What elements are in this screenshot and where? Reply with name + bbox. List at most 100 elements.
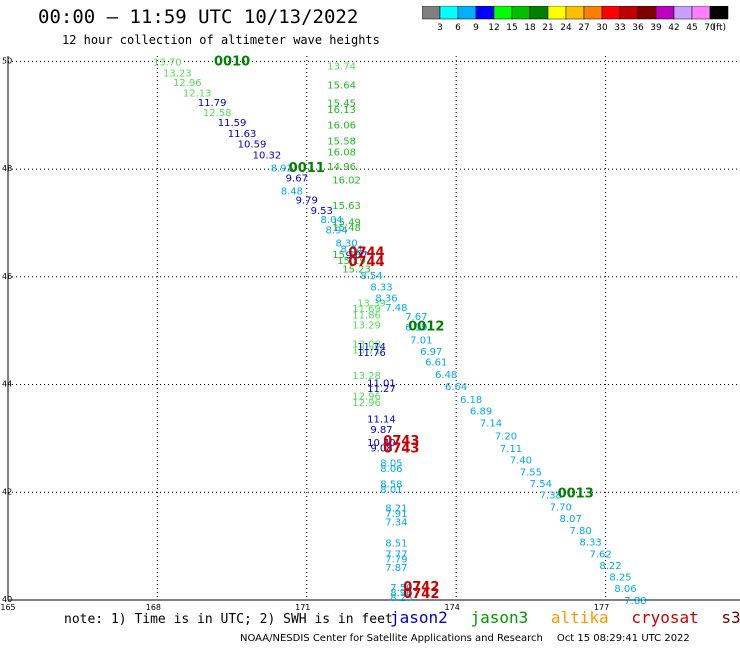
wave-height-label-jason3: 12.58 xyxy=(203,108,232,119)
wave-height-label-altika: 7.11 xyxy=(500,444,522,455)
wave-height-label-jason2: 11.01 xyxy=(367,379,396,390)
wave-height-label-altika: 8.58 xyxy=(380,479,402,490)
wave-height-label-altika: 8.01 xyxy=(380,485,402,496)
x-tick-label: 177 xyxy=(594,603,609,612)
colorbar-swatch xyxy=(709,6,729,20)
wave-height-label-altika: 7.67 xyxy=(405,312,427,323)
wave-height-label-jason2: 9.53 xyxy=(311,206,333,217)
wave-height-label-jason2: 11.27 xyxy=(367,384,396,395)
page-title: 00:00 – 11:59 UTC 10/13/2022 xyxy=(38,6,359,28)
colorbar-tick: 42 xyxy=(668,23,679,32)
wave-height-label-jason3: 16.06 xyxy=(327,121,356,132)
colorbar-tick: 30 xyxy=(596,23,608,32)
wave-height-label-jason3: 13.70 xyxy=(153,58,182,69)
legend-jason3: jason3 xyxy=(470,608,529,627)
y-tick-label: 40 xyxy=(2,595,12,604)
wave-height-label-jason3: 12.96 xyxy=(352,392,381,403)
wave-height-label-jason2: 11.79 xyxy=(198,98,227,109)
wave-height-label-altika: 7.54 xyxy=(530,479,552,490)
wave-height-label-jason3: 11.86 xyxy=(352,310,381,321)
wave-height-label-altika: 7.79 xyxy=(385,554,407,565)
wave-height-label-altika: 7.40 xyxy=(510,456,532,467)
wave-height-label-jason3: 15.23 xyxy=(342,265,371,276)
wave-height-label-altika: 8.05 xyxy=(380,458,402,469)
pass-time-label: 0742 xyxy=(403,587,439,602)
legend-s3a: s3a xyxy=(721,608,740,627)
wave-height-label-jason3: 13.08 xyxy=(352,339,381,350)
wave-height-label-jason2: 9.79 xyxy=(296,196,318,207)
wave-height-label-jason3: 16.08 xyxy=(327,148,356,159)
colorbar-tick: 6 xyxy=(455,23,461,32)
colorbar: 3 6 9 12 15 18 21 24 27 30 33 36 39 42 45 70(ft) xyxy=(422,6,729,32)
wave-height-label-altika: 6.97 xyxy=(420,347,442,358)
colorbar-tick: 9 xyxy=(473,23,479,32)
wave-height-label-altika: 7.87 xyxy=(385,563,407,574)
wave-height-label-altika: 6.89 xyxy=(470,407,492,418)
wave-height-label-altika: 7.34 xyxy=(385,518,407,529)
y-tick-label: 42 xyxy=(2,487,12,496)
wave-height-label-jason3: 13.28 xyxy=(352,371,381,382)
wave-height-label-altika: 8.34 xyxy=(340,245,362,256)
colorbar-tick: 36 xyxy=(632,23,644,32)
wave-height-label-jason2: 9.07 xyxy=(345,251,367,262)
colorbar-tick: 24 xyxy=(560,23,572,32)
pass-time-label: 0742 xyxy=(403,580,439,595)
wave-height-label-jason3: 15.49 xyxy=(332,218,361,229)
wave-height-label-jason3: 13.39 xyxy=(357,298,386,309)
y-tick-label: 46 xyxy=(2,272,12,281)
pass-time-label: 0743 xyxy=(383,434,419,449)
pass-time-label: 0011 xyxy=(289,161,325,176)
wave-height-label-altika: 8.92 xyxy=(271,163,293,174)
legend-cryosat: cryosat xyxy=(631,608,699,627)
wave-height-label-altika: 6.61 xyxy=(425,358,447,369)
legend-altika: altika xyxy=(550,608,609,627)
wave-height-label-jason3: 12.13 xyxy=(183,88,212,99)
x-tick-label: 174 xyxy=(445,603,460,612)
pass-time-label: 0744 xyxy=(348,255,384,270)
wave-height-label-altika: 8.51 xyxy=(385,539,407,550)
wave-height-label-jason2: 9.87 xyxy=(370,425,392,436)
wave-height-label-altika: 8.22 xyxy=(599,561,621,572)
colorbar-unit: (ft) xyxy=(712,23,726,32)
wave-height-label-jason3: 12.96 xyxy=(173,78,202,89)
wave-height-label-jason2: 10.32 xyxy=(253,150,282,161)
colorbar-tick: 33 xyxy=(614,23,625,32)
colorbar-tick: 45 xyxy=(686,23,697,32)
wave-height-label-altika: 8.07 xyxy=(560,514,582,525)
wave-height-label-jason3: 15.48 xyxy=(332,223,361,234)
y-tick-label: 44 xyxy=(2,380,12,389)
footer-note: note: 1) Time is in UTC; 2) SWH is in fe… xyxy=(64,612,393,627)
pass-time-label: 0012 xyxy=(408,320,444,335)
y-tick-label: 50 xyxy=(2,56,12,65)
wave-height-label-altika: 6.19 xyxy=(405,323,427,334)
wave-height-label-altika: 7.91 xyxy=(385,509,407,520)
satellite-legend: jason2 jason3 altika cryosat s3a xyxy=(390,608,740,627)
wave-height-label-altika: 7.70 xyxy=(550,503,572,514)
plot-area: 165 168 171 174 177 40 42 44 46 48 50 xyxy=(0,56,740,612)
wave-height-label-altika: 8.94 xyxy=(326,226,348,237)
wave-height-label-altika: 7.88 xyxy=(624,596,646,607)
wave-height-label-altika: 8.21 xyxy=(385,504,407,515)
wave-height-label-altika: 7.62 xyxy=(589,549,611,560)
x-tick-label: 165 xyxy=(0,603,15,612)
wave-height-label-altika: 7.20 xyxy=(495,431,517,442)
wave-height-label-altika: 8.54 xyxy=(360,271,382,282)
wave-height-label-altika: 8.33 xyxy=(579,538,601,549)
wave-height-label-jason3: 13.23 xyxy=(163,68,192,79)
wave-height-label-altika: 8.04 xyxy=(321,215,343,226)
x-tick-label: 171 xyxy=(295,603,310,612)
colorbar-tick: 12 xyxy=(488,23,499,32)
wave-height-label-jason2: 11.74 xyxy=(357,342,386,353)
wave-height-label-altika: 6.64 xyxy=(445,382,467,393)
wave-height-label-jason2: 9.67 xyxy=(286,173,308,184)
wave-height-label-jason3: 13.71 xyxy=(352,345,381,356)
wave-height-label-jason3: 14.96 xyxy=(327,162,356,173)
wave-height-label-jason2: 11.14 xyxy=(367,414,396,425)
wave-height-label-altika: 8.30 xyxy=(335,239,357,250)
credit-text: NOAA/NESDIS Center for Satellite Applica… xyxy=(240,633,543,644)
wave-height-label-altika: 7.80 xyxy=(570,526,592,537)
wave-height-label-jason3: 15.58 xyxy=(332,250,361,261)
wave-height-label-jason2: 11.59 xyxy=(218,118,247,129)
credit-line: NOAA/NESDIS Center for Satellite Applica… xyxy=(240,633,690,644)
wave-height-label-altika: 7.48 xyxy=(385,303,407,314)
